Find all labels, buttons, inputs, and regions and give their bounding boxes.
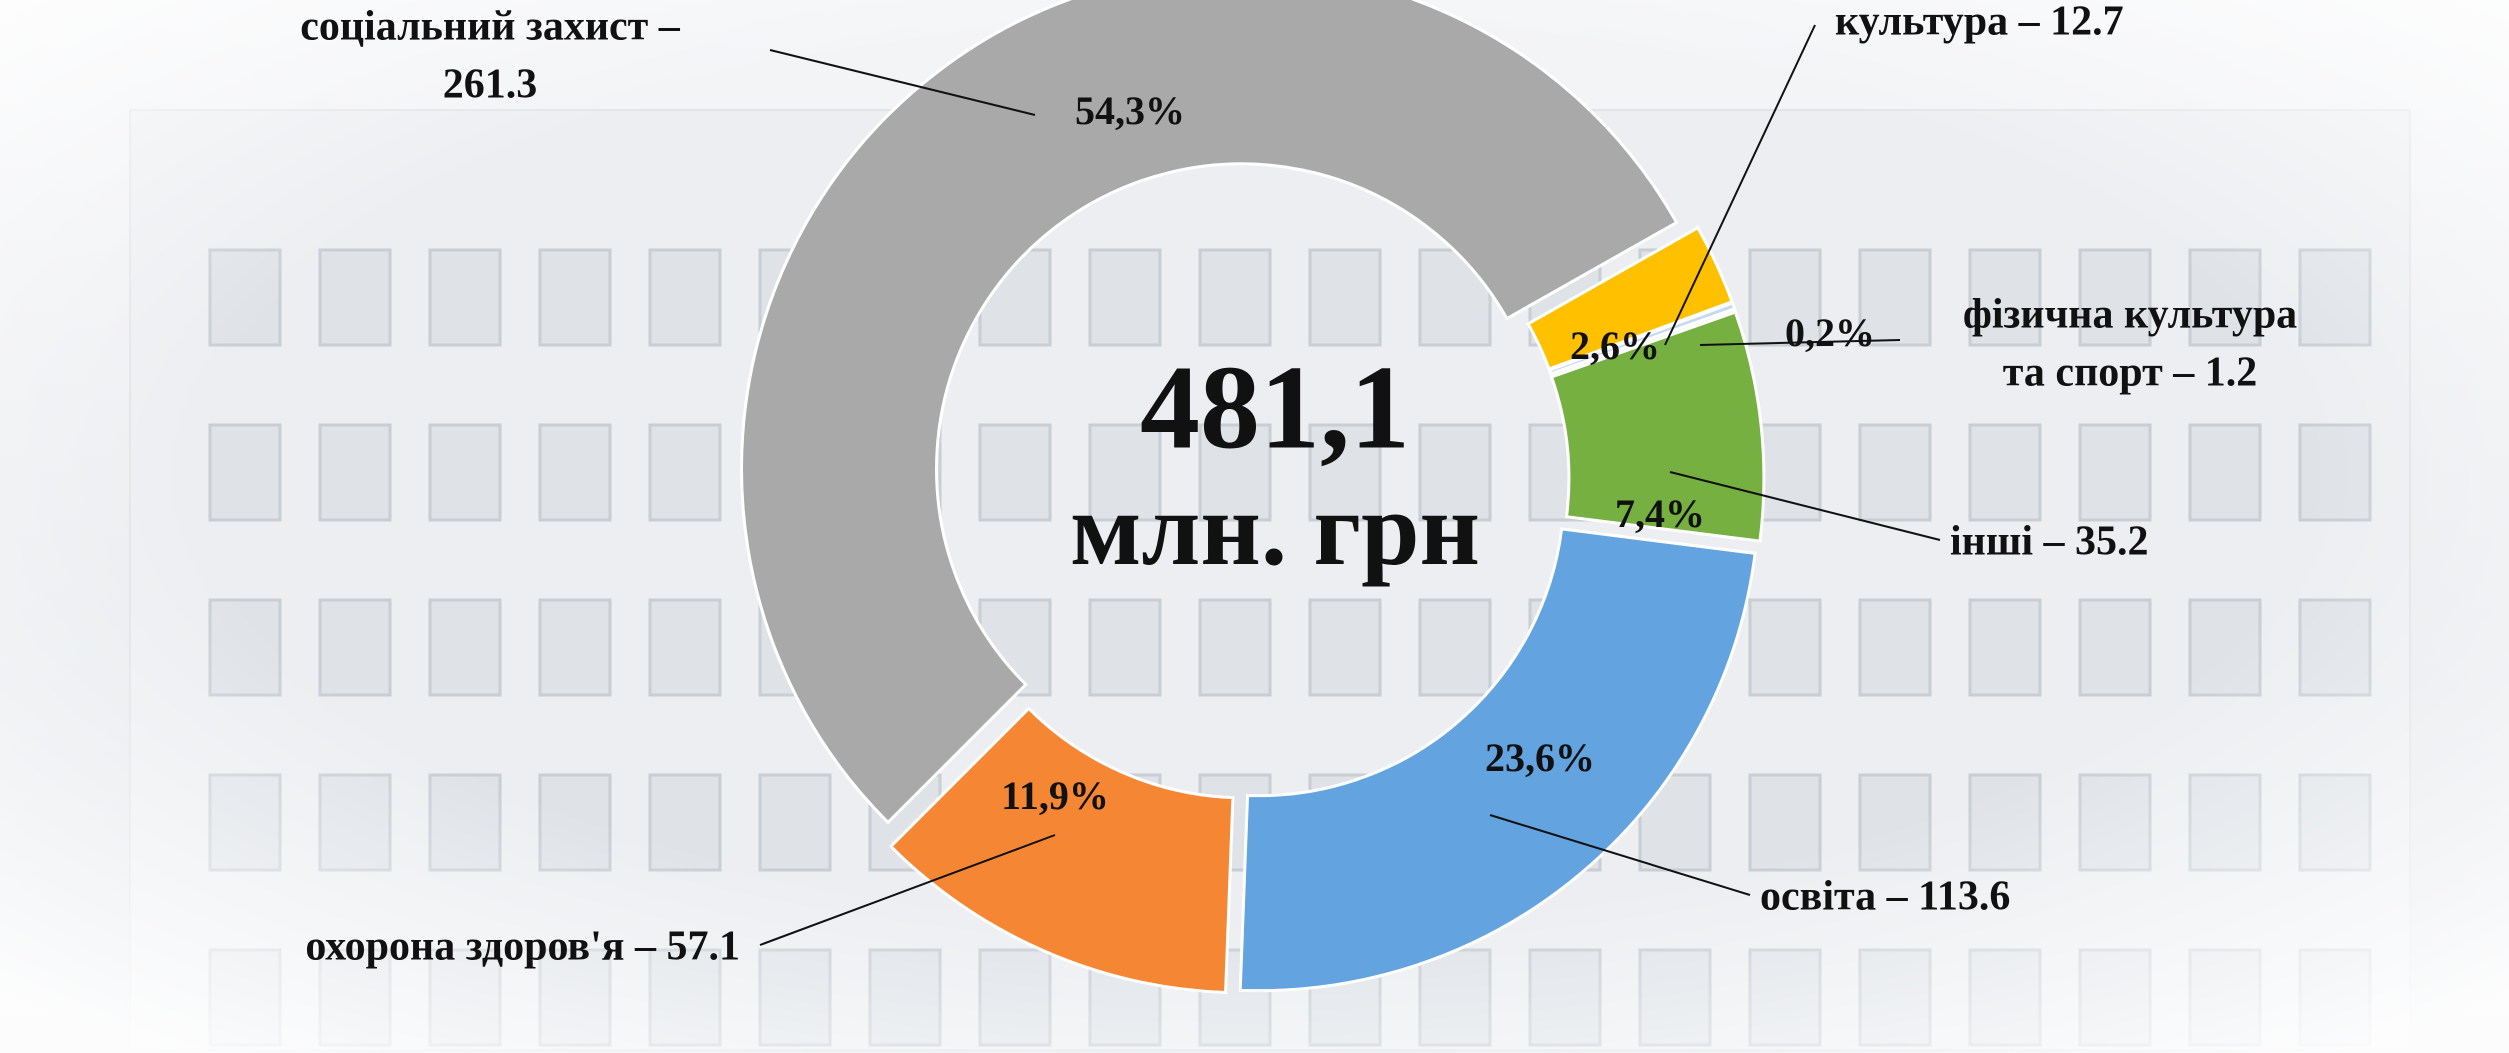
donut-segment	[1549, 310, 1766, 543]
leader-line	[759, 834, 1056, 946]
center-unit: млн. грн	[1070, 470, 1480, 587]
value-label: 23,6%	[1485, 735, 1595, 780]
category-label: соціальний захист –	[300, 4, 681, 50]
category-label: та спорт – 1.2	[2003, 350, 2257, 396]
value-label: 11,9%	[1001, 773, 1109, 818]
leader-line	[1664, 24, 1816, 346]
donut-segment	[1547, 301, 1737, 376]
category-label: культура – 12.7	[1835, 0, 2124, 45]
donut-segment	[740, 0, 1679, 825]
leader-line	[1489, 814, 1751, 896]
donut-segment	[1238, 527, 1757, 993]
category-label: освіта – 113.6	[1760, 874, 2010, 920]
value-label: 7,4%	[1615, 491, 1705, 536]
value-label: 0,2%	[1785, 310, 1875, 355]
center-value: 481,1	[1140, 341, 1410, 474]
leader-line	[1669, 471, 1941, 541]
category-label: фізична культура	[1963, 292, 2297, 338]
value-label: 2,6%	[1570, 323, 1660, 368]
donut-segment	[888, 706, 1235, 995]
leader-line	[1699, 339, 1901, 346]
category-label: інші – 35.2	[1950, 519, 2149, 565]
donut	[740, 0, 1766, 995]
category-label: охорона здоров'я – 57.1	[305, 924, 740, 970]
value-label: 54,3%	[1075, 88, 1185, 133]
leader-line	[769, 49, 1036, 116]
category-label: 261.3	[443, 62, 538, 108]
